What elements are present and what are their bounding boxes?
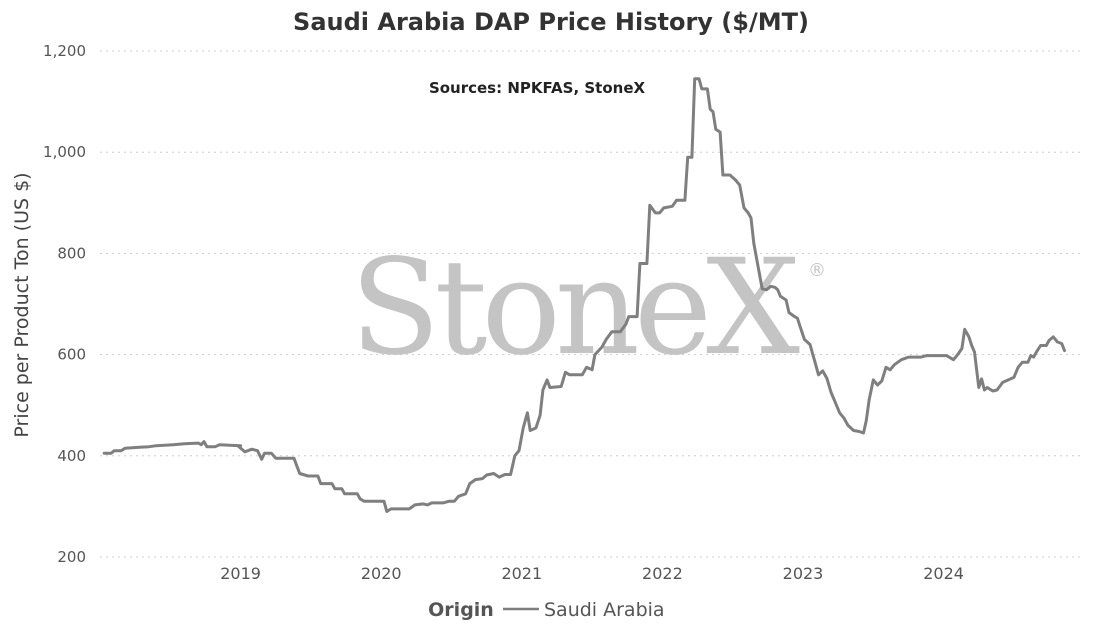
y-tick-label-400: 400	[57, 447, 86, 465]
x-tick-label-2020: 2020	[361, 564, 402, 583]
x-tick-label-2022: 2022	[642, 564, 683, 583]
watermark: StoneX ®	[350, 231, 826, 385]
y-tick-label-200: 200	[57, 548, 86, 566]
source-annotation: Sources: NPKFAS, StoneX	[429, 79, 646, 97]
legend: Origin Saudi Arabia	[428, 599, 664, 621]
legend-title: Origin	[428, 599, 494, 621]
y-axis-label: Price per Product Ton (US $)	[11, 172, 33, 437]
x-tick-label-2024: 2024	[923, 564, 964, 583]
series-lines	[102, 77, 1066, 513]
x-tick-label-2023: 2023	[783, 564, 824, 583]
legend-label-saudi-arabia: Saudi Arabia	[544, 599, 665, 621]
series-line-saudi-arabia	[102, 77, 1066, 513]
x-tick-label-2019: 2019	[220, 564, 261, 583]
x-axis-ticks: 2019 2020 2021 2022 2023 2024	[220, 564, 964, 583]
y-tick-label-600: 600	[57, 346, 86, 364]
y-axis-ticks: 200 400 600 800 1,000 1,200	[43, 42, 86, 566]
y-tick-label-1000: 1,000	[43, 143, 86, 161]
watermark-text: StoneX	[350, 231, 800, 385]
y-tick-label-1200: 1,200	[43, 42, 86, 60]
chart-title: Saudi Arabia DAP Price History ($/MT)	[293, 8, 809, 36]
y-tick-label-800: 800	[57, 244, 86, 262]
x-tick-label-2021: 2021	[501, 564, 542, 583]
watermark-registered-mark: ®	[808, 260, 826, 281]
